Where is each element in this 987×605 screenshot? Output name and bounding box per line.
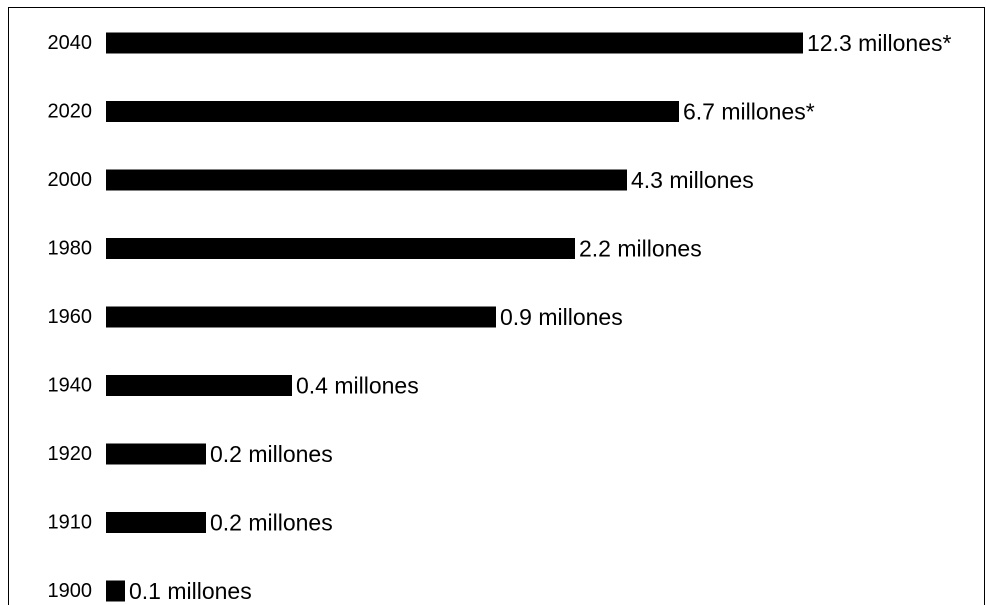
y-tick-label-2000: 2000 xyxy=(48,169,93,191)
data-label-2020: 6.7 millones* xyxy=(683,99,815,125)
data-label-1960: 0.9 millones xyxy=(500,304,623,330)
bar-2020 xyxy=(106,101,679,122)
data-label-1920: 0.2 millones xyxy=(210,441,333,467)
bar-1980 xyxy=(106,238,575,259)
bar-1960 xyxy=(106,307,496,328)
bar-1910 xyxy=(106,512,206,533)
data-label-2000: 4.3 millones xyxy=(631,167,754,193)
y-tick-label-1940: 1940 xyxy=(48,375,93,397)
y-tick-label-2020: 2020 xyxy=(48,101,93,123)
y-tick-label-1920: 1920 xyxy=(48,443,93,465)
y-tick-label-1960: 1960 xyxy=(48,306,93,328)
data-label-1940: 0.4 millones xyxy=(296,373,419,399)
y-tick-label-1900: 1900 xyxy=(48,580,93,602)
data-label-1910: 0.2 millones xyxy=(210,510,333,536)
data-label-1900: 0.1 millones xyxy=(129,578,252,604)
y-tick-label-2040: 2040 xyxy=(48,32,93,54)
bar-1900 xyxy=(106,581,125,602)
y-tick-label-1980: 1980 xyxy=(48,238,93,260)
data-label-2040: 12.3 millones* xyxy=(807,30,952,56)
bar-1920 xyxy=(106,444,206,465)
bar-2040 xyxy=(106,33,803,54)
y-axis-ticks: 2040 2020 2000 1980 1960 1940 1920 1910 1900 xyxy=(48,32,93,602)
bar-2000 xyxy=(106,170,627,191)
data-label-1980: 2.2 millones xyxy=(579,236,702,262)
bar-1940 xyxy=(106,375,292,396)
y-tick-label-1910: 1910 xyxy=(48,512,93,534)
